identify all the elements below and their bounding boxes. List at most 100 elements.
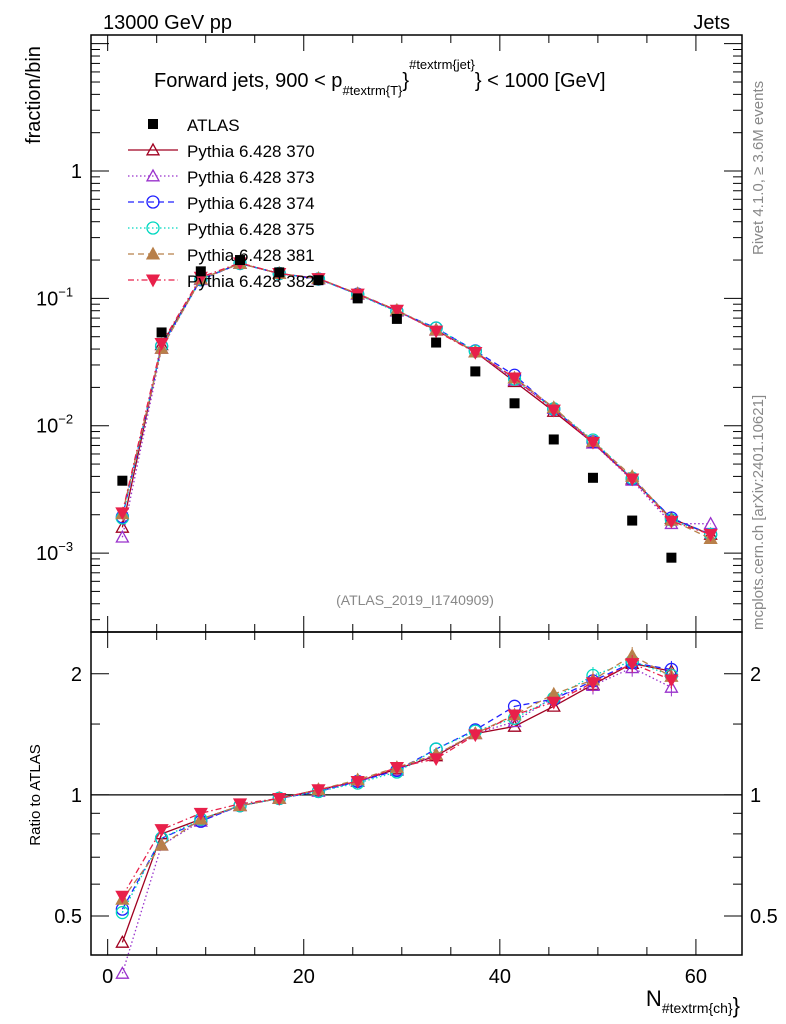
legend-marker [146,195,160,209]
y-tick-label: 10−1 [36,284,73,310]
ratio-frame [90,631,743,956]
atlas-data-point [391,313,402,324]
legend-label: Pythia 6.428 370 [187,142,315,161]
header-energy: 13000 GeV pp [103,12,232,34]
atlas-data-point [509,398,520,409]
ratio-point [232,798,248,812]
legend-entry: Pythia 6.428 382 [128,272,315,291]
rivet-version-label: Rivet 4.1.0, ≥ 3.6M events [750,81,767,255]
y-axis-label: fraction/bin [23,46,45,144]
atlas-data-point [156,327,167,338]
header-process: Jets [693,12,730,34]
ratio-y-tick-label: 0.5 [54,906,82,928]
series-375 [115,256,718,920]
x-tick-label: 40 [489,966,511,988]
ratio-y-tick-label: 2 [71,664,82,686]
legend-label: Pythia 6.428 375 [187,220,315,239]
series-point [703,529,718,542]
series-point [115,507,130,521]
ratio-point [115,966,130,979]
series-layer [115,255,718,979]
analysis-id: (ATLAS_2019_I1740909) [336,592,494,608]
ratio-line [121,662,672,910]
legend-label: Pythia 6.428 382 [187,272,315,291]
series-line [121,262,711,536]
series-line [121,262,711,536]
series-line [121,262,711,538]
atlas-data-point [313,275,324,286]
legend-entry: Pythia 6.428 381 [128,246,315,265]
atlas-data-point [352,293,363,304]
atlas-data-point [431,337,442,348]
ratio-line [121,662,672,943]
series-point [507,372,522,386]
atlas-data-point [235,255,246,266]
series-point [468,346,483,360]
ratio-point [350,775,365,789]
ratio-y-axis-label: Ratio to ATLAS [27,744,44,845]
legend-marker [145,246,161,260]
ratio-point [664,680,679,693]
axes: 0 20 40 60 1 10−1 10−2 10−3 2 2 1 1 0.5 0.5 [36,35,778,988]
legend-entry: Pythia 6.428 374 [128,194,315,213]
atlas-data-point [587,472,598,483]
legend-entry: Pythia 6.428 373 [128,168,315,187]
ratio-point [507,714,522,728]
mcplots-label: mcplots.cern.ch [arXiv:2401.10621] [750,395,767,630]
ratio-point [546,696,561,710]
ratio-point [507,719,522,732]
y-tick-label: 10−3 [36,539,73,565]
atlas-data-point [548,434,559,445]
series-point [429,325,444,339]
ratio-point [154,837,169,851]
series-point [625,473,640,487]
legend-label: Pythia 6.428 381 [187,246,315,265]
x-tick-label: 20 [293,966,315,988]
ratio-point [625,658,640,671]
series-381 [115,256,718,905]
legend-label: Pythia 6.428 374 [187,194,315,213]
legend-label: Pythia 6.428 373 [187,168,315,187]
ratio-point [468,729,483,743]
ratio-point [272,792,287,806]
series-373 [115,256,718,979]
atlas-data-point [117,475,128,486]
atlas-data-point [627,515,638,526]
ratio-point [115,890,130,904]
ratio-point [193,807,208,821]
legend-entry: ATLAS [148,116,240,135]
atlas-data-point [195,266,206,277]
ratio-y-tick-label-right: 1 [750,785,761,807]
series-point [115,529,130,543]
x-tick-label: 0 [102,966,113,988]
ratio-point [585,677,601,691]
x-axis-label: N#textrm{ch}} [646,986,740,1018]
ratio-point [115,935,130,948]
series-point [585,436,601,450]
legend-marker [148,119,158,129]
legend-marker [146,221,160,235]
ratio-line [121,662,672,897]
legend: ATLAS Pythia 6.428 370 Pythia 6.428 373 Pyt… [128,116,315,291]
series-line [121,262,711,540]
ratio-point [546,698,561,712]
atlas-data-point [470,366,481,377]
legend-marker [145,274,161,288]
series-382 [115,257,718,904]
series-point [389,304,404,318]
ratio-point [507,709,522,723]
ratio-y-tick-label-right: 0.5 [750,906,778,928]
ratio-point [115,905,130,920]
atlas-data-point [274,267,285,278]
legend-label: ATLAS [187,116,240,135]
x-tick-label: 60 [685,966,707,988]
ratio-point [625,660,640,674]
series-point [664,515,679,529]
ratio-point [664,674,679,688]
plot-title: Forward jets, 900 < p#textrm{T}}#textrm{… [154,57,606,98]
ratio-point [429,753,444,767]
legend-entry: Pythia 6.428 370 [128,142,315,161]
atlas-data-point [666,552,677,563]
ratio-point [389,762,404,775]
